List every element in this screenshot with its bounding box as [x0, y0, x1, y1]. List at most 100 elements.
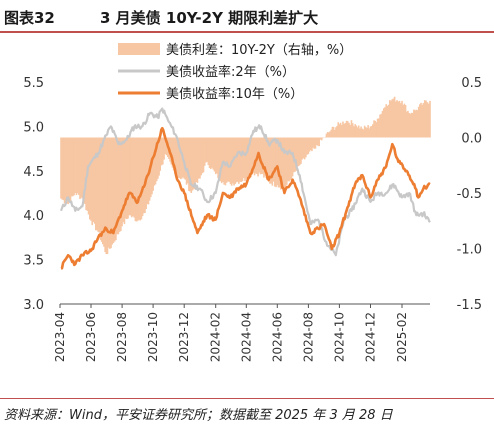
spread-bar [178, 137, 181, 179]
spread-bar [411, 112, 414, 138]
spread-bar [158, 137, 160, 176]
spread-bar [254, 137, 257, 174]
spread-bar [141, 137, 144, 217]
spread-bar [253, 137, 256, 176]
spread-bar [235, 137, 238, 183]
spread-bar [212, 137, 215, 170]
spread-bar [359, 128, 361, 138]
spread-bar [393, 96, 396, 138]
spread-bar [373, 120, 375, 138]
spread-bar [307, 137, 310, 155]
legend-item: 美债利差：10Y-2Y（右轴，%） [118, 43, 352, 58]
spread-bar [123, 137, 126, 225]
spread-bar [75, 137, 78, 196]
spread-bar [422, 103, 425, 138]
spread-bar [153, 137, 156, 186]
spread-bar [302, 137, 305, 159]
spread-bar [250, 137, 252, 178]
spread-bar [297, 137, 300, 167]
y-right-tick-label: -0.5 [457, 187, 482, 202]
spread-bar [264, 137, 266, 176]
spread-bar [265, 137, 268, 179]
spread-bar [348, 122, 350, 138]
figure-footer: 资料来源：Wind，平安证券研究所；数据截至 2025 年 3 月 28 日 [0, 398, 494, 430]
spread-bar [429, 100, 431, 138]
spread-bar [338, 124, 341, 138]
spread-bar [349, 124, 352, 138]
spread-bar [238, 137, 240, 184]
y-left-tick-label: 5.0 [23, 120, 44, 135]
spread-bar [92, 137, 95, 223]
spread-bar [245, 137, 248, 179]
spread-bar [385, 104, 388, 138]
spread-bar [397, 101, 400, 138]
spread-bar [134, 137, 137, 222]
spread-bar [375, 122, 378, 138]
spread-bar [368, 128, 371, 138]
spread-bar [89, 137, 91, 220]
spread-bar [322, 137, 324, 139]
spread-bar [67, 137, 69, 205]
spread-bar [176, 137, 178, 180]
spread-bar [140, 137, 143, 220]
spread-bar [236, 137, 239, 182]
spread-bar [175, 137, 177, 177]
spread-bar [225, 137, 228, 183]
spread-bar [179, 137, 182, 180]
spread-bar [116, 137, 118, 235]
title-rule [0, 31, 494, 33]
spread-bar [409, 113, 412, 138]
spread-bar [402, 104, 404, 138]
spread-bar [137, 137, 139, 221]
spread-bar [403, 103, 406, 138]
spread-bar [404, 105, 407, 138]
x-tick-label: 2024-04 [239, 312, 253, 362]
spread-bar [360, 126, 362, 138]
spread-bar [344, 123, 347, 138]
spread-bar [154, 137, 157, 185]
spread-bar [159, 137, 162, 171]
spread-bar [260, 137, 263, 175]
spread-bar [398, 100, 401, 138]
legend-label: 美债收益率:10年（%） [166, 86, 303, 102]
spread-bar [287, 137, 289, 182]
spread-bar [278, 137, 281, 188]
spread-bar [421, 104, 423, 138]
spread-bar [111, 137, 114, 245]
spread-bar [315, 137, 318, 146]
spread-bar [329, 131, 331, 138]
spread-bar [392, 98, 395, 138]
spread-bar [243, 137, 245, 178]
spread-bar [78, 137, 80, 195]
spread-bar [222, 137, 224, 182]
spread-bar [82, 137, 85, 204]
spread-bar [285, 137, 288, 185]
footer-rule [0, 398, 494, 399]
spread-bar [100, 137, 103, 242]
spread-bar [211, 137, 213, 168]
x-tick-label: 2023-12 [177, 312, 191, 362]
spread-bar [94, 137, 97, 231]
spread-bar [135, 137, 138, 222]
spread-bar [174, 137, 176, 174]
spread-bar [413, 109, 415, 138]
spread-bar [426, 102, 429, 138]
spread-bar [387, 104, 390, 138]
spread-bar [172, 137, 175, 171]
spread-bar [317, 137, 319, 146]
spread-bar [70, 137, 73, 197]
spread-bar [284, 137, 287, 188]
spread-bar [427, 103, 430, 138]
spread-bar [354, 124, 356, 138]
spread-bar [109, 137, 111, 249]
spread-bar [160, 137, 163, 166]
yield-chart: 3.0 3.5 4.0 4.5 5.0 5.5 0.5 0.0 -0.5 -1.0 -1.5 2023… [23, 43, 482, 362]
spread-bar [288, 137, 290, 182]
spread-bar [73, 137, 75, 196]
spread-bar [356, 127, 359, 138]
spread-bar [401, 100, 403, 138]
spread-bar [157, 137, 159, 179]
spread-bar [416, 110, 419, 138]
line-2y [59, 107, 431, 257]
spread-bar [267, 137, 270, 182]
